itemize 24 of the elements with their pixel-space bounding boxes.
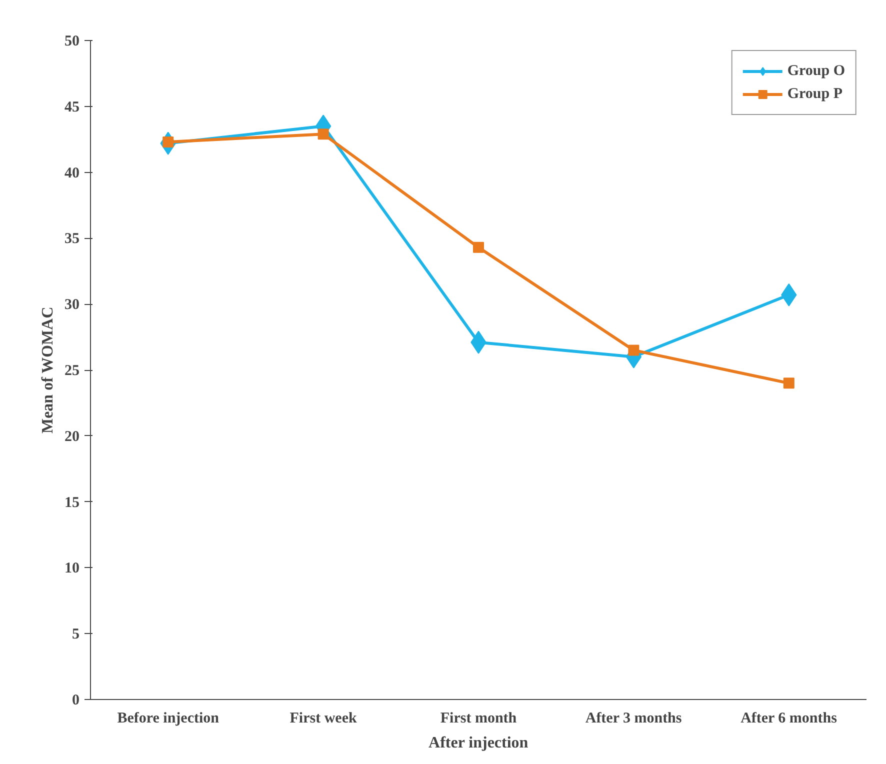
x-tick-label: After 6 months: [740, 710, 838, 726]
x-tick-label: After 3 months: [585, 710, 682, 726]
y-tick-label: 5: [72, 626, 80, 643]
point: [628, 344, 640, 356]
x-tick-label: Before injection: [117, 710, 220, 726]
x-tick-label: First week: [290, 710, 358, 726]
x-axis-title: After injection: [428, 734, 528, 752]
legend-label: Group P: [787, 86, 842, 102]
y-tick-label: 10: [64, 560, 80, 577]
y-tick-label: 40: [64, 165, 80, 182]
y-tick-label: 25: [64, 363, 80, 379]
x-tick-label: First month: [440, 710, 518, 726]
y-tick-label: 15: [64, 494, 80, 511]
y-tick-label: 30: [64, 297, 80, 314]
y-axis-title: Mean of WOMAC: [40, 306, 56, 434]
y-tick-label: 20: [64, 428, 80, 445]
point: [473, 242, 484, 253]
legend-label: Group O: [787, 62, 845, 80]
y-tick-label: 50: [64, 34, 80, 50]
point: [783, 378, 794, 389]
y-tick-label: 0: [72, 692, 80, 708]
y-tick-label: 35: [64, 231, 80, 248]
point: [318, 128, 329, 140]
y-tick-label: 45: [64, 99, 80, 116]
